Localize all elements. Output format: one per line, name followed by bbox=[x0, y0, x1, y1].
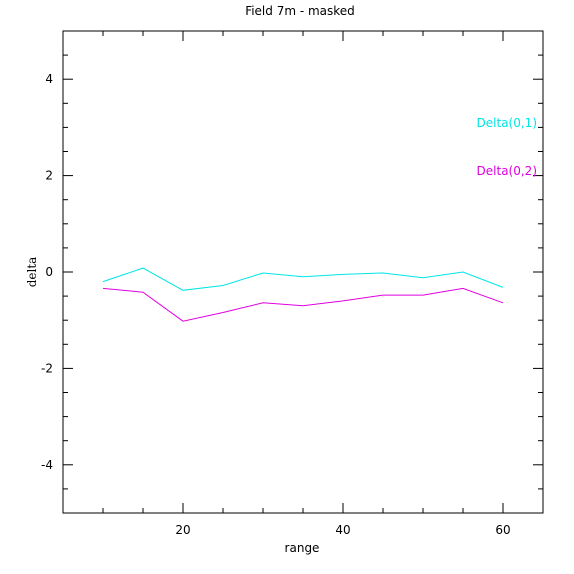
plot-frame bbox=[62, 30, 544, 514]
y-tick-label: 2 bbox=[45, 169, 53, 183]
legend-label-1: Delta(0,1) bbox=[477, 116, 537, 130]
x-axis-label: range bbox=[285, 541, 320, 555]
series-line-1 bbox=[102, 267, 504, 291]
y-tick-label: -2 bbox=[41, 361, 53, 375]
y-axis-label: delta bbox=[25, 257, 39, 288]
series-lines bbox=[102, 267, 504, 322]
x-tick-label: 20 bbox=[175, 523, 190, 537]
axis-tick-labels: 20 40 60 -4 -2 0 2 4 bbox=[41, 72, 511, 537]
chart-title: Field 7m - masked bbox=[245, 4, 355, 18]
y-tick-label: 4 bbox=[45, 72, 53, 86]
legend: Delta(0,1) Delta(0,2) bbox=[477, 116, 537, 178]
x-tick-label: 60 bbox=[495, 523, 510, 537]
legend-label-2: Delta(0,2) bbox=[477, 164, 537, 178]
y-tick-label: -4 bbox=[41, 458, 53, 472]
x-tick-label: 40 bbox=[335, 523, 350, 537]
series-line-2 bbox=[102, 287, 504, 322]
axis-ticks bbox=[62, 30, 544, 514]
y-tick-label: 0 bbox=[45, 265, 53, 279]
